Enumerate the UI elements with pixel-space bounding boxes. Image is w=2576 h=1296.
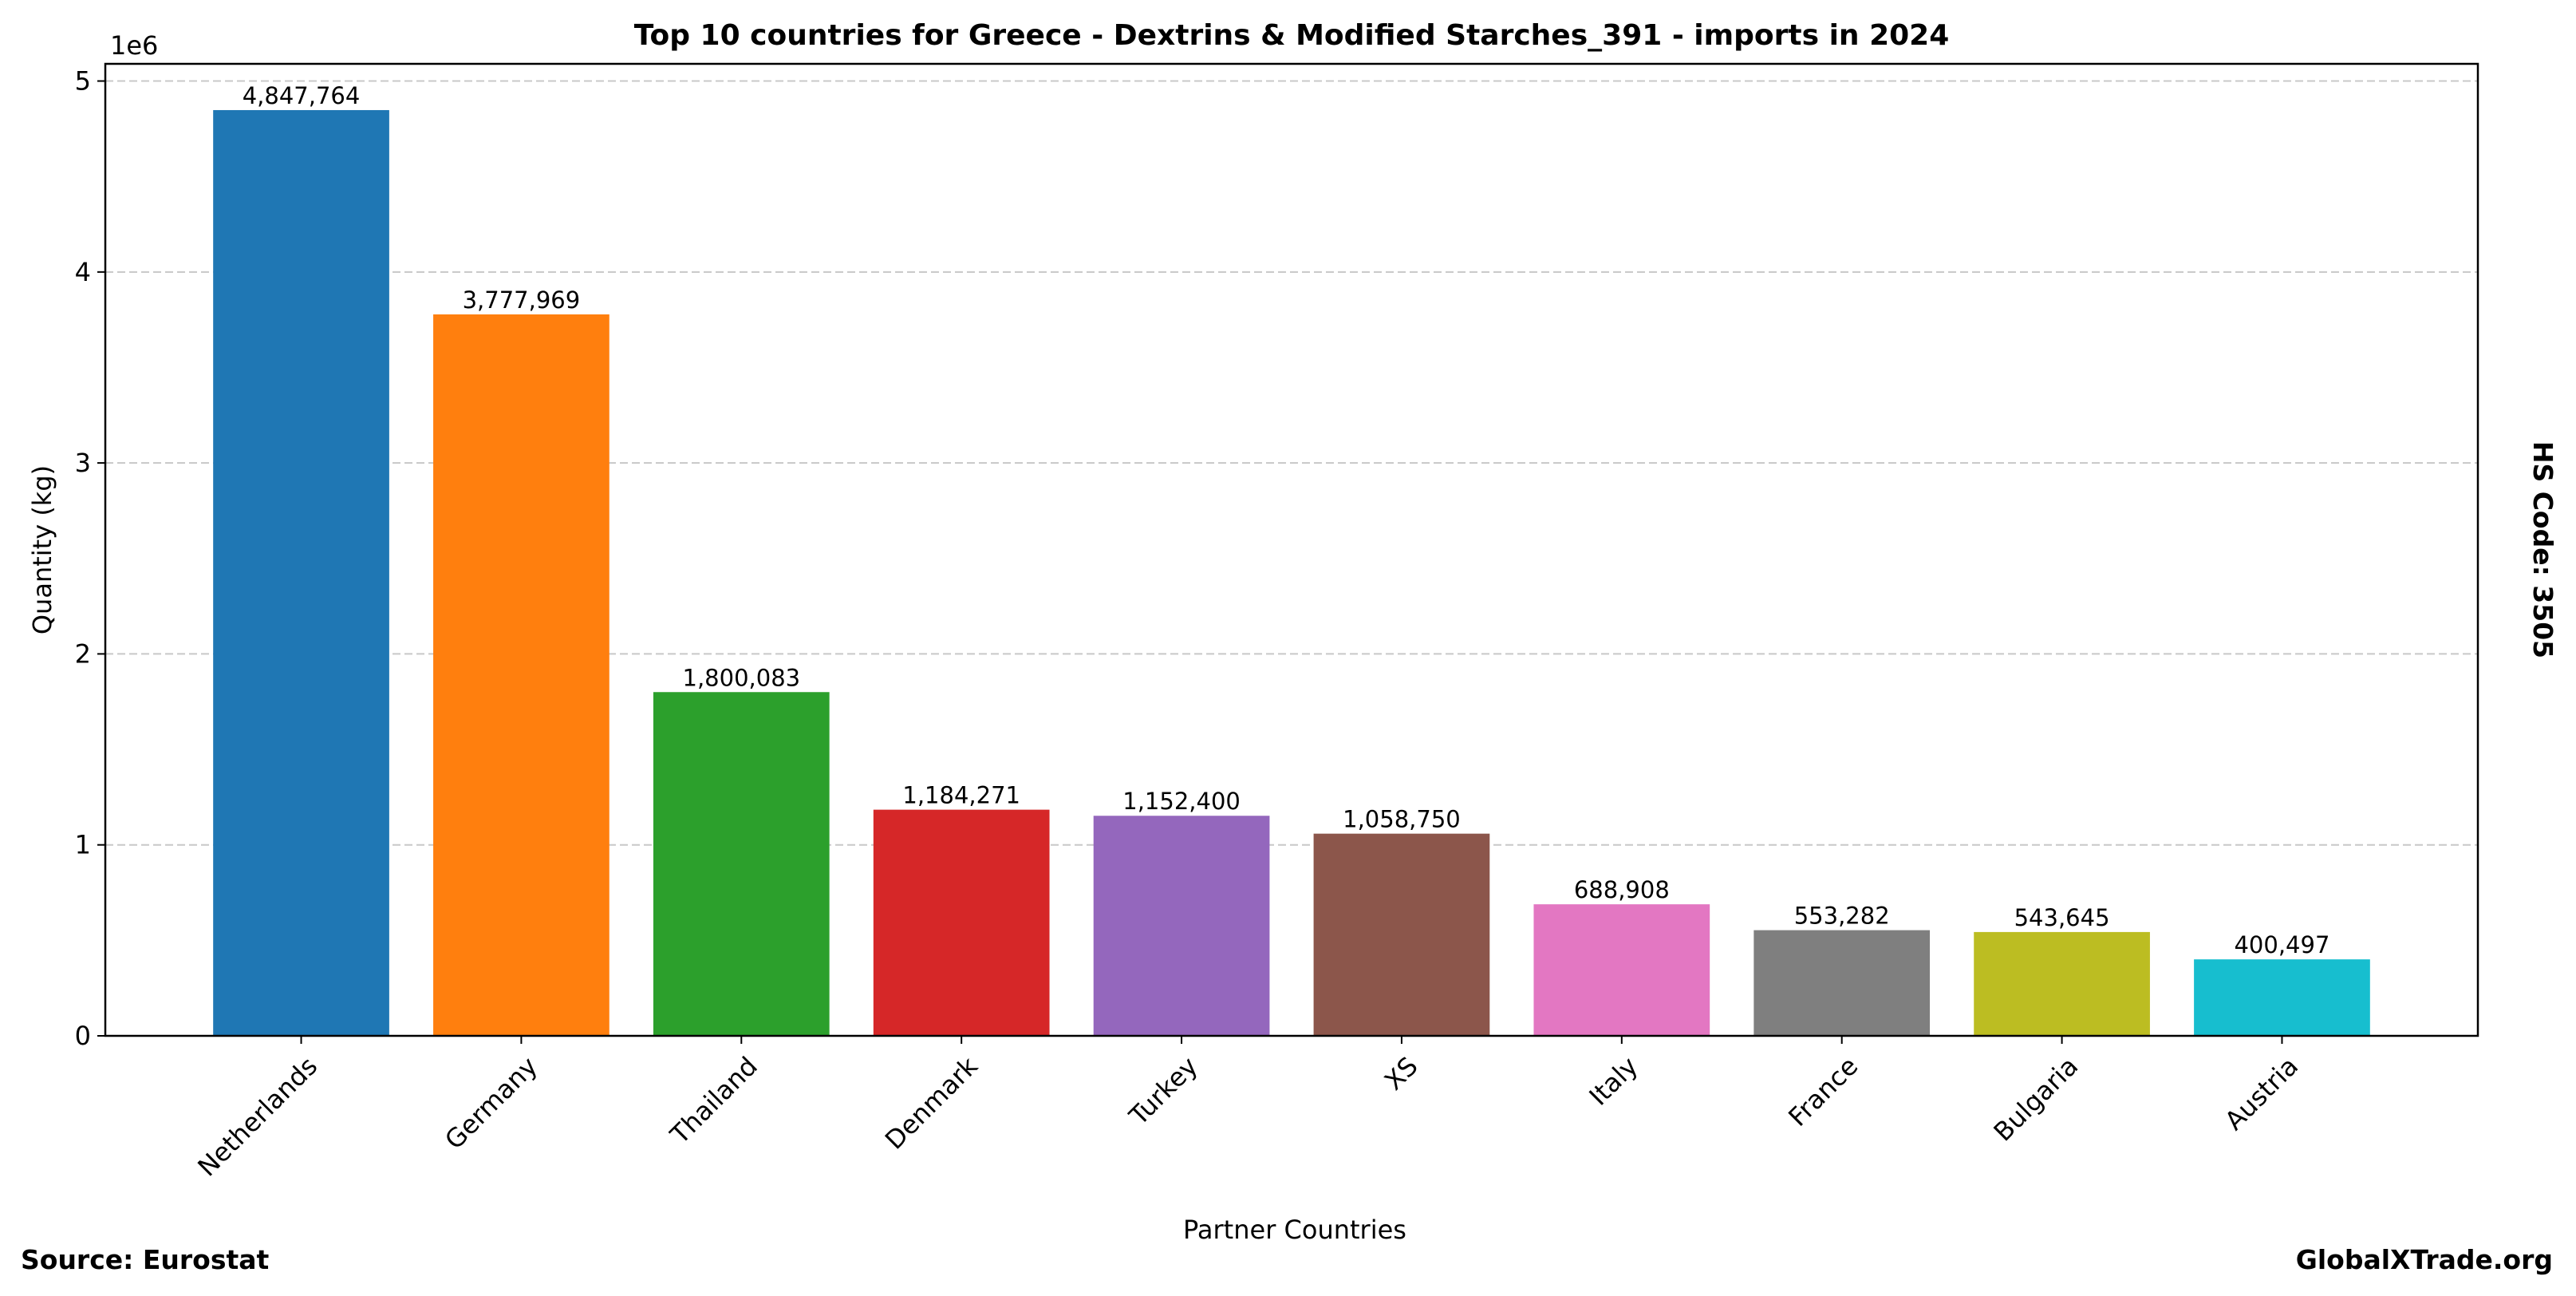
y-tick-label: 3 xyxy=(75,448,91,478)
bar-austria xyxy=(2194,959,2370,1036)
data-label: 553,282 xyxy=(1794,903,1890,930)
bar-turkey xyxy=(1093,816,1270,1036)
data-label: 1,184,271 xyxy=(902,782,1020,809)
x-tick-label: Turkey xyxy=(1123,1051,1204,1132)
y-tick-label: 5 xyxy=(75,66,91,97)
data-label: 1,800,083 xyxy=(683,664,801,691)
data-label: 4,847,764 xyxy=(243,82,361,109)
x-tick-label: Thailand xyxy=(664,1051,763,1151)
x-tick-label: France xyxy=(1782,1051,1864,1132)
y-tick-label: 4 xyxy=(75,257,91,287)
y-tick-label: 2 xyxy=(75,638,91,669)
y-axis-label: Quantity (kg) xyxy=(27,465,57,634)
chart-title: Top 10 countries for Greece - Dextrins &… xyxy=(634,19,1950,52)
plot-frame xyxy=(104,62,2479,1037)
bar-denmark xyxy=(873,809,1050,1036)
x-tick-label: Bulgaria xyxy=(1988,1051,2085,1148)
bar-italy xyxy=(1533,904,1710,1036)
hs-code-label: HS Code: 3505 xyxy=(2527,441,2558,658)
data-label: 1,152,400 xyxy=(1122,788,1241,815)
x-tick-label: XS xyxy=(1379,1051,1424,1096)
x-tick-label: Denmark xyxy=(879,1050,984,1155)
bar-france xyxy=(1753,930,1931,1036)
data-label: 3,777,969 xyxy=(463,286,581,314)
bar-germany xyxy=(433,314,609,1036)
bar-bulgaria xyxy=(1974,931,2150,1036)
y-tick-label: 1 xyxy=(75,830,91,860)
data-label: 400,497 xyxy=(2234,931,2329,958)
source-label: Source: Eurostat xyxy=(21,1244,270,1275)
y-offset-label: 1e6 xyxy=(110,30,158,61)
data-label: 688,908 xyxy=(1574,876,1670,903)
data-label: 1,058,750 xyxy=(1343,806,1461,833)
data-label: 543,645 xyxy=(2014,904,2110,931)
x-tick-label: Netherlands xyxy=(191,1051,323,1183)
x-axis-label: Partner Countries xyxy=(1183,1215,1406,1245)
x-tick-label: Austria xyxy=(2219,1051,2304,1136)
brand-label: GlobalXTrade.org xyxy=(2296,1244,2553,1275)
x-tick-label: Italy xyxy=(1584,1051,1644,1112)
bar-xs xyxy=(1313,833,1490,1036)
x-tick-label: Germany xyxy=(439,1051,543,1156)
y-tick-label: 0 xyxy=(75,1021,91,1051)
bar-thailand xyxy=(653,692,830,1036)
bar-netherlands xyxy=(213,109,389,1036)
